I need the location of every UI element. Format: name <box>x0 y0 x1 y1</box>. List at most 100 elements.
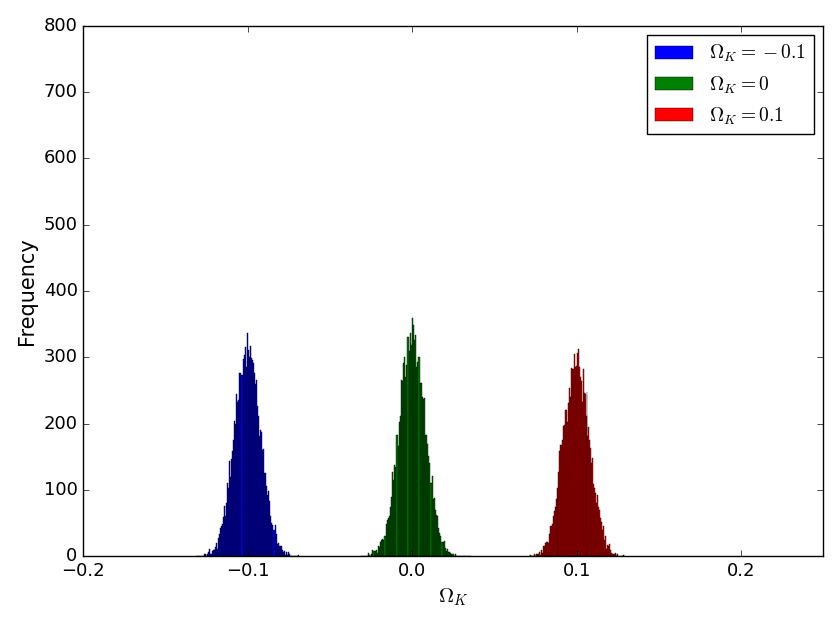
Bar <box>402 381 403 556</box>
Bar <box>265 472 266 556</box>
X-axis label: $\Omega_K$: $\Omega_K$ <box>438 587 469 608</box>
Bar <box>454 554 456 556</box>
Bar <box>211 554 212 556</box>
Bar <box>540 555 541 556</box>
Bar <box>249 346 251 556</box>
Bar <box>283 552 284 556</box>
Bar <box>611 553 612 556</box>
Bar <box>279 546 280 556</box>
Bar <box>403 362 404 556</box>
Bar <box>382 539 383 556</box>
Bar <box>407 337 408 556</box>
Bar <box>552 524 553 556</box>
Bar <box>226 503 227 556</box>
Bar <box>230 477 231 556</box>
Bar <box>593 484 594 556</box>
Bar <box>597 495 598 556</box>
Bar <box>217 549 218 556</box>
Bar <box>374 551 375 556</box>
Bar <box>417 362 418 556</box>
Bar <box>558 488 559 556</box>
Bar <box>422 397 423 556</box>
Bar <box>551 526 552 556</box>
Bar <box>560 445 561 556</box>
Bar <box>549 534 550 556</box>
Bar <box>564 425 565 556</box>
Bar <box>436 515 437 556</box>
Bar <box>415 335 417 556</box>
Bar <box>592 458 593 556</box>
Bar <box>598 506 599 556</box>
Bar <box>372 549 374 556</box>
Bar <box>252 360 253 556</box>
Bar <box>602 530 603 556</box>
Bar <box>255 384 256 556</box>
Bar <box>448 552 449 556</box>
Bar <box>232 451 234 556</box>
Bar <box>404 357 405 556</box>
Bar <box>284 551 285 556</box>
Bar <box>438 528 439 556</box>
Bar <box>209 549 211 556</box>
Bar <box>271 523 272 556</box>
Bar <box>443 542 444 556</box>
Bar <box>247 333 248 556</box>
Bar <box>447 549 448 556</box>
Bar <box>225 516 226 556</box>
Bar <box>286 552 287 556</box>
Bar <box>545 543 546 556</box>
Bar <box>285 555 286 556</box>
Bar <box>394 466 396 556</box>
Bar <box>234 421 235 556</box>
Bar <box>423 399 424 556</box>
Bar <box>608 546 609 556</box>
Bar <box>397 446 399 556</box>
Bar <box>236 394 238 556</box>
Bar <box>240 372 241 556</box>
Bar <box>258 416 259 556</box>
Bar <box>276 544 278 556</box>
Bar <box>439 533 440 556</box>
Bar <box>616 554 617 556</box>
Bar <box>272 525 274 556</box>
Bar <box>594 488 596 556</box>
Bar <box>567 422 568 556</box>
Bar <box>220 528 221 556</box>
Bar <box>590 440 591 556</box>
Bar <box>243 359 244 556</box>
Bar <box>228 488 229 556</box>
Bar <box>408 351 410 556</box>
Bar <box>405 378 407 556</box>
Bar <box>615 553 616 556</box>
Bar <box>617 554 618 556</box>
Bar <box>576 366 577 556</box>
Bar <box>263 449 265 556</box>
Bar <box>267 494 268 556</box>
Bar <box>411 346 412 556</box>
Bar <box>539 552 540 556</box>
Bar <box>561 445 562 556</box>
Bar <box>381 540 382 556</box>
Bar <box>260 430 261 556</box>
Bar <box>418 357 419 556</box>
Bar <box>216 543 217 556</box>
Bar <box>400 416 401 556</box>
Bar <box>562 439 564 556</box>
Bar <box>280 546 281 556</box>
Bar <box>450 553 451 556</box>
Bar <box>433 498 435 556</box>
Bar <box>244 348 245 556</box>
Bar <box>451 554 453 556</box>
Bar <box>589 427 590 556</box>
Y-axis label: Frequency: Frequency <box>17 237 37 345</box>
Bar <box>599 510 600 556</box>
Bar <box>596 503 597 556</box>
Bar <box>606 545 608 556</box>
Bar <box>442 542 443 556</box>
Bar <box>238 402 239 556</box>
Bar <box>289 554 290 556</box>
Bar <box>241 375 243 556</box>
Bar <box>613 554 615 556</box>
Bar <box>548 543 549 556</box>
Bar <box>541 549 542 556</box>
